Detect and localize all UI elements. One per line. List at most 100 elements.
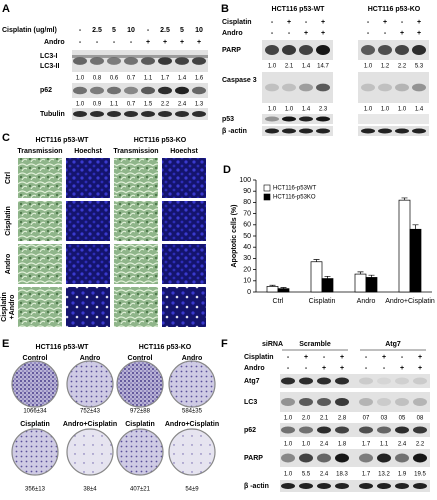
error-bar (313, 259, 320, 262)
label: + (417, 19, 421, 26)
label: 10 (195, 27, 203, 34)
band (90, 111, 104, 117)
band (317, 426, 331, 434)
label: + (417, 30, 421, 37)
label: - (384, 30, 387, 37)
band (361, 83, 375, 92)
label: Cisplatin (5, 206, 12, 236)
band (377, 426, 391, 434)
micrograph (114, 158, 158, 198)
blot (280, 374, 430, 388)
band (299, 116, 313, 122)
band (395, 453, 409, 463)
dish (168, 360, 216, 408)
label: Tubulin (40, 111, 65, 118)
label: Caspase 3 (222, 77, 257, 84)
y-tick-label: 70 (243, 210, 251, 217)
blot (262, 40, 333, 60)
label: Ctrl (5, 172, 12, 184)
label: 1.0 (76, 102, 85, 108)
band (299, 45, 313, 55)
band (192, 111, 206, 117)
band (413, 453, 427, 463)
label: siRNA (262, 341, 283, 348)
band (395, 83, 409, 92)
micrograph (66, 158, 110, 198)
micrograph (162, 158, 206, 198)
band (412, 128, 426, 134)
label: - (287, 354, 290, 361)
label: LC3 (244, 399, 257, 406)
band (412, 83, 426, 92)
label: p62 (40, 87, 52, 94)
band (377, 377, 391, 385)
label: 2.5 (92, 27, 102, 34)
error-bar (357, 271, 364, 275)
label: 0.7 (127, 102, 136, 108)
label: - (113, 39, 116, 46)
label: 1.4 (302, 107, 311, 113)
blot (262, 114, 333, 124)
band (265, 128, 279, 134)
error-bar (412, 224, 419, 230)
label: 1.4 (415, 107, 424, 113)
micrograph (66, 201, 110, 241)
band (359, 398, 373, 406)
label: + (400, 365, 404, 372)
bar (266, 286, 279, 293)
bar (321, 278, 334, 293)
micrograph (18, 158, 62, 198)
band (335, 426, 349, 434)
label: + (287, 19, 291, 26)
band (124, 111, 138, 117)
band (158, 86, 172, 95)
legend-label: HCT116-p53KO (273, 195, 316, 201)
band (395, 483, 409, 489)
band (158, 57, 172, 65)
blot-band-row (72, 55, 208, 58)
label: Cisplatin (1, 292, 8, 322)
band (141, 111, 155, 117)
label: 03 (381, 416, 388, 422)
y-tick-label: 30 (243, 255, 251, 262)
label: 10 (127, 27, 135, 34)
label: 1.4 (302, 64, 311, 70)
band (282, 128, 296, 134)
band (316, 128, 330, 134)
label: Andro (244, 365, 265, 372)
band (378, 45, 392, 55)
label: - (365, 365, 368, 372)
band (299, 83, 313, 92)
label: p53 (222, 116, 234, 123)
label: Andro (182, 355, 203, 362)
label: 2.5 (160, 27, 170, 34)
band (359, 426, 373, 434)
label: 407±21 (130, 487, 151, 493)
label: β -actin (244, 483, 269, 490)
label: 0.7 (127, 76, 136, 82)
y-tick-label: 0 (247, 289, 251, 296)
label: Andro (222, 30, 243, 37)
label: 13.2 (378, 472, 390, 478)
label: 972±88 (130, 409, 151, 415)
blot (280, 449, 430, 467)
panel-letter: B (221, 3, 229, 15)
label: - (305, 19, 308, 26)
dish (168, 428, 216, 476)
band (73, 111, 87, 117)
label: - (79, 39, 82, 46)
band (73, 86, 87, 95)
band (282, 116, 296, 122)
band (317, 483, 331, 489)
label: 0.6 (110, 76, 119, 82)
label: + (322, 365, 326, 372)
panel-letter: A (2, 3, 10, 15)
label: + (304, 30, 308, 37)
dish (66, 360, 114, 408)
panel-letter: F (221, 338, 228, 350)
label: - (367, 19, 370, 26)
band (378, 83, 392, 92)
x-tick-label: Cisplatin (309, 298, 336, 305)
label: + (340, 365, 344, 372)
